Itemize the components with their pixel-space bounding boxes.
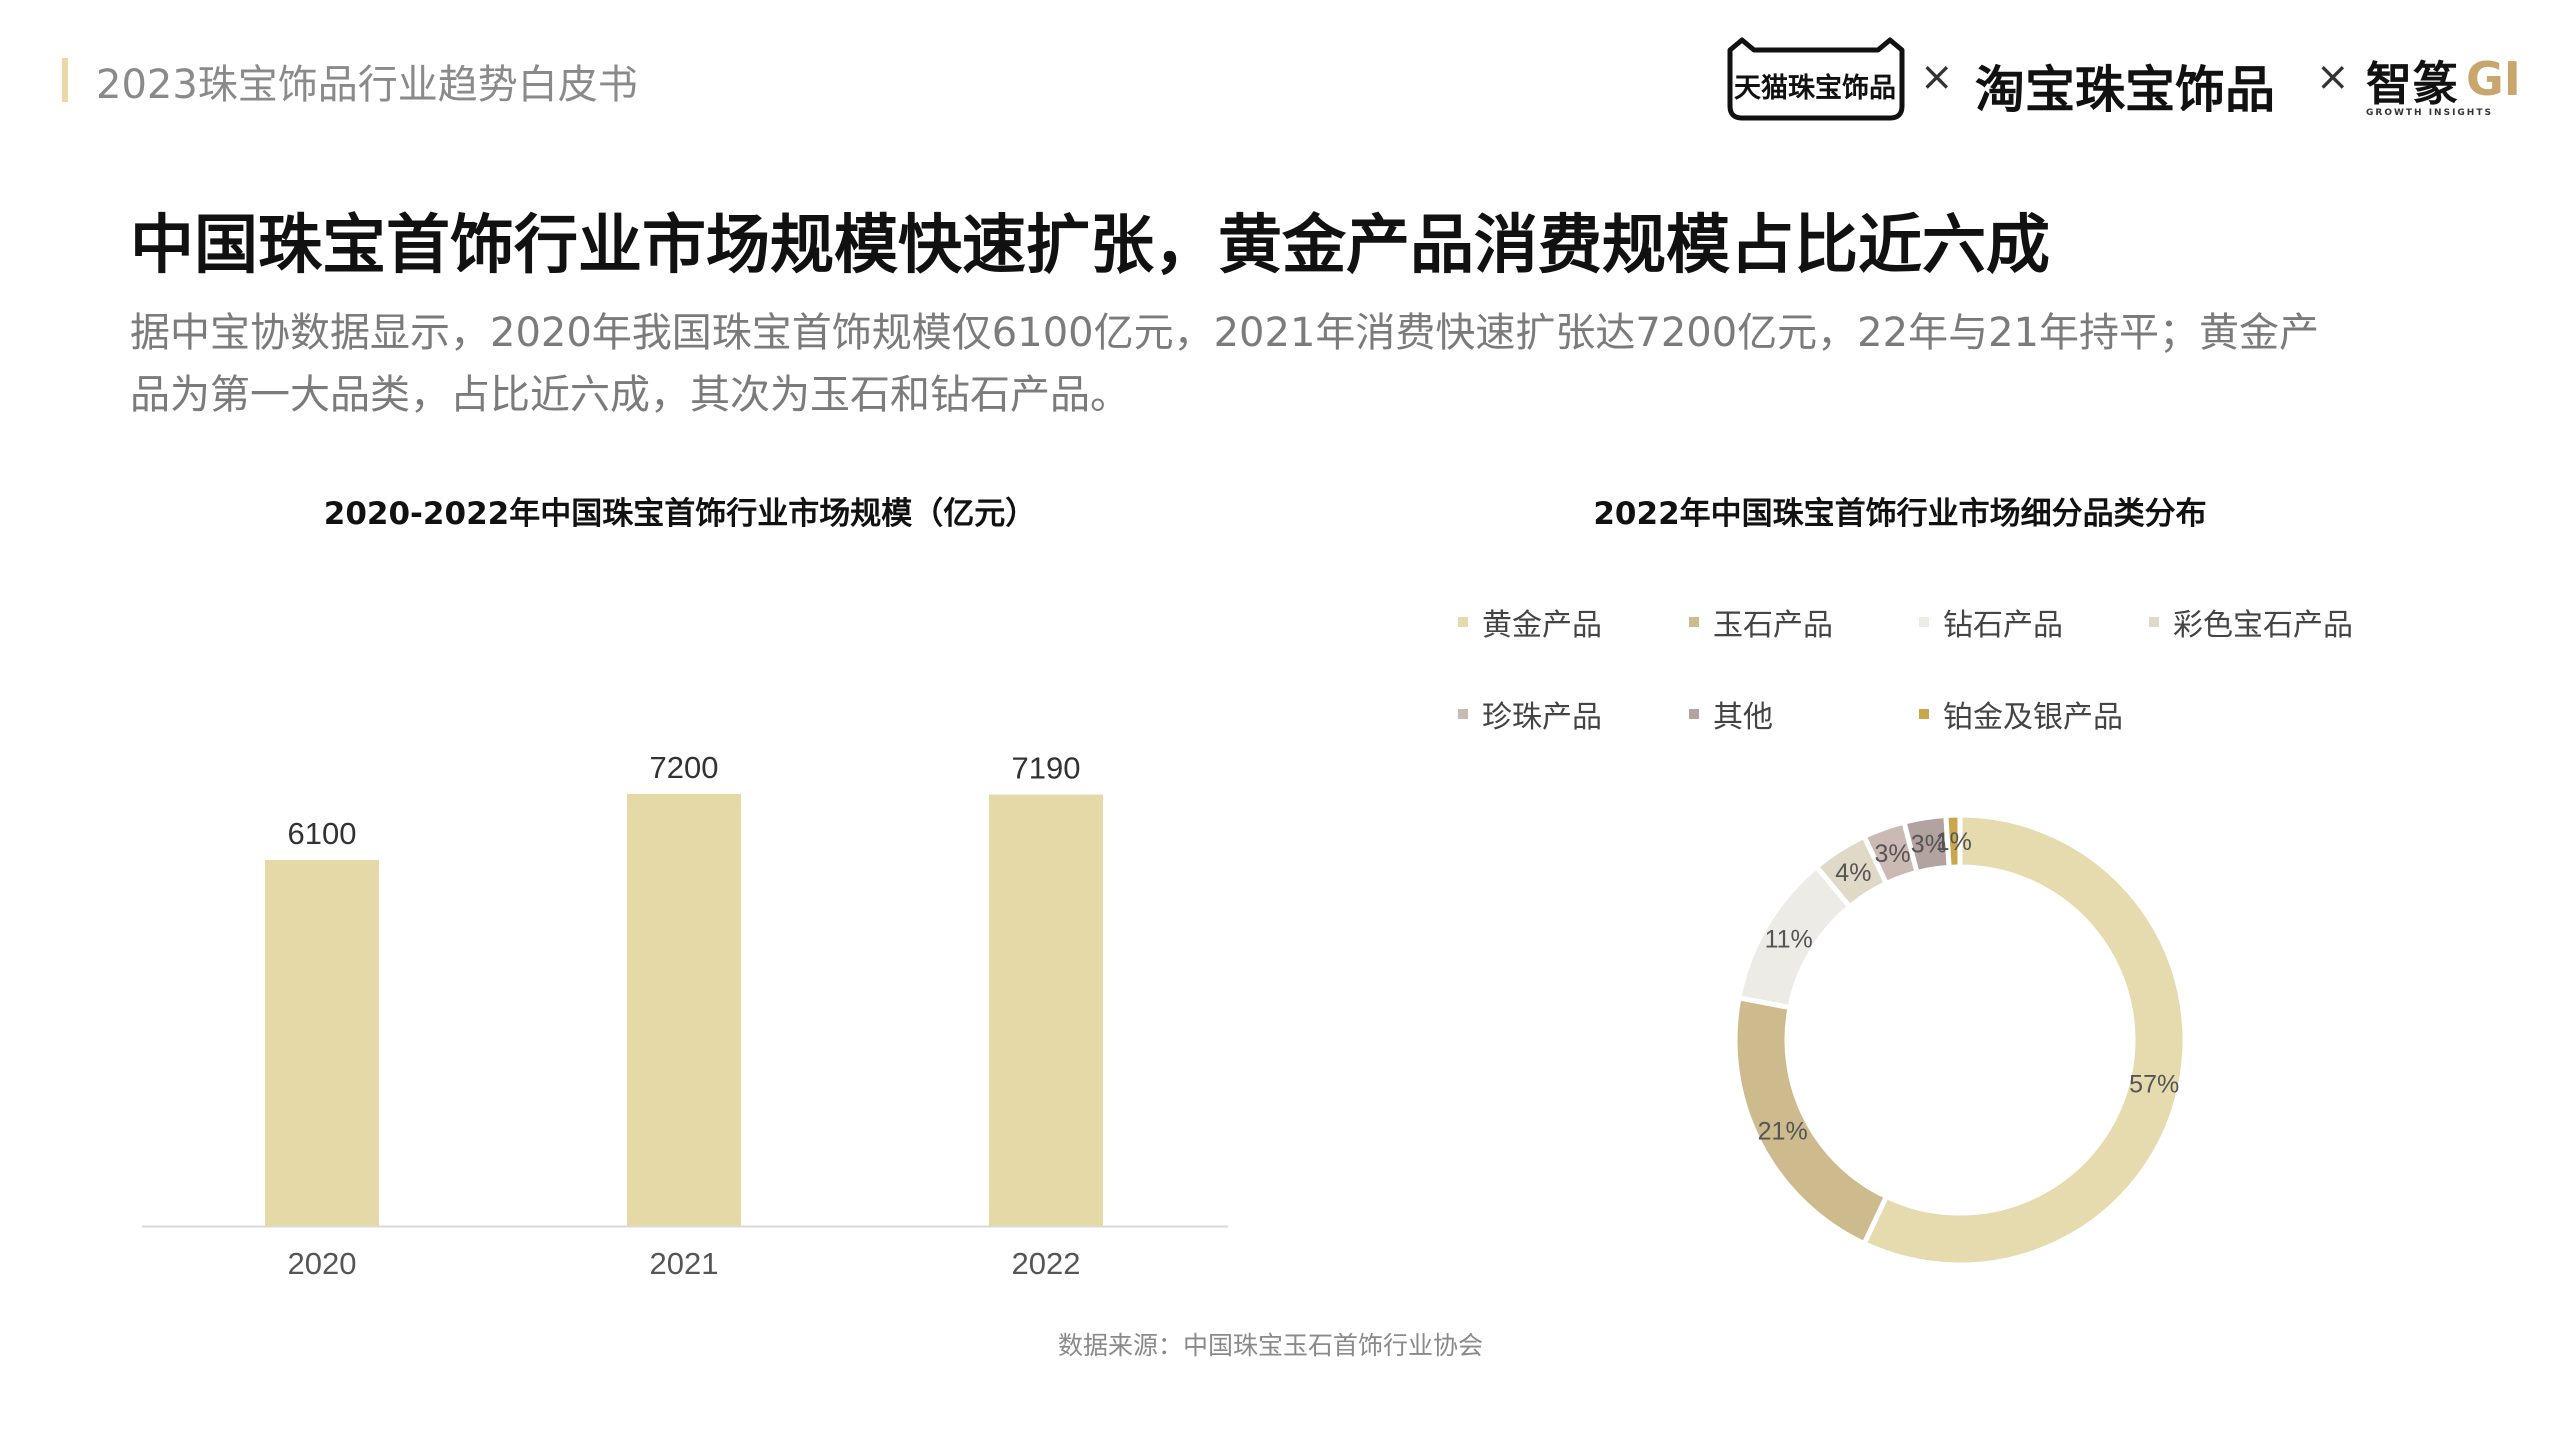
growth-insights-text: GROWTH INSIGHTS [2366,108,2493,118]
legend-item: 钻石产品 [1919,600,2063,644]
slice-label: 3% [1875,840,1911,868]
x-tick-label: 2020 [288,1246,357,1281]
bar-2021 [627,794,741,1226]
description-line: 品为第一大品类，占比近六成，其次为玉石和钻石产品。 [130,372,1130,418]
description-line: 据中宝协数据显示，2020年我国珠宝首饰规模仅6100亿元，2021年消费快速扩… [130,310,2319,356]
legend-label: 铂金及银产品 [1943,700,2123,735]
bar-chart: 6100 2020 7200 2021 7190 2022 [142,750,1228,1281]
main-headline: 中国珠宝首饰行业市场规模快速扩张，黄金产品消费规模占比近六成 [130,209,2050,283]
legend-swatch [1919,617,1929,627]
donut-slice [1860,812,2188,1268]
legend-item: 其他 [1689,692,1773,736]
slice-label: 4% [1835,859,1871,887]
legend-label: 彩色宝石产品 [2173,608,2353,643]
legend-item: 玉石产品 [1689,600,1833,644]
legend-item: 铂金及银产品 [1919,692,2123,736]
x-tick-label: 2022 [1012,1246,1081,1281]
legend-swatch [2149,617,2159,627]
donut-legend: 黄金产品 玉石产品 钻石产品 彩色宝石产品珍珠产品 其他 铂金及银产品 [1458,600,2458,750]
legend-label: 其他 [1713,700,1773,735]
bar-value-label: 6100 [288,816,357,851]
taobao-logo-text: 淘宝珠宝饰品 [1975,61,2275,119]
partner-logos: 天猫珠宝饰品 × 淘宝珠宝饰品 × 智篆 GI GROWTH INSIGHTS [1720,30,2530,130]
bar-2020 [265,860,379,1226]
legend-label: 黄金产品 [1482,608,1602,643]
tmall-cat-icon [1727,37,1905,121]
donut-chart-title: 2022年中国珠宝首饰行业市场细分品类分布 [1593,496,2207,532]
bar-chart-title: 2020-2022年中国珠宝首饰行业市场规模（亿元） [323,496,1037,532]
legend-swatch [1458,617,1468,627]
bar-value-label: 7200 [650,750,719,785]
legend-label: 珍珠产品 [1482,700,1602,735]
logo-separator: × [2316,54,2350,100]
bar-value-label: 7190 [1012,751,1081,786]
legend-swatch [1458,709,1468,719]
legend-label: 钻石产品 [1943,608,2063,643]
slice-label: 57% [2129,1070,2179,1098]
gi-logo-text: GI [2466,52,2521,106]
data-source: 数据来源：中国珠宝玉石首饰行业协会 [1058,1331,1484,1360]
header-accent-bar [62,58,68,102]
description: 据中宝协数据显示，2020年我国珠宝首饰规模仅6100亿元，2021年消费快速扩… [130,302,2460,426]
report-title: 2023珠宝饰品行业趋势白皮书 [96,62,638,108]
legend-item: 珍珠产品 [1458,692,1602,736]
tmall-logo-text: 天猫珠宝饰品 [1734,73,1896,104]
slice-label: 3% [1911,830,1947,858]
x-tick-label: 2021 [650,1246,719,1281]
slice-label: 21% [1758,1117,1808,1145]
legend-swatch [1689,617,1699,627]
donut-chart: 57%21%11%4%3% 3%1% [1732,812,2188,1268]
legend-item: 彩色宝石产品 [2149,600,2353,644]
legend-item: 黄金产品 [1458,600,1602,644]
donut-slice [1943,812,1963,870]
slice-label: 11% [1765,926,1813,954]
slice-label: 1% [1936,828,1972,856]
legend-label: 玉石产品 [1713,608,1833,643]
zhizhuan-logo-text: 智篆 [2366,57,2458,111]
bar-2022 [989,794,1103,1226]
legend-swatch [1689,709,1699,719]
logo-separator: × [1920,54,1954,100]
legend-swatch [1919,709,1929,719]
